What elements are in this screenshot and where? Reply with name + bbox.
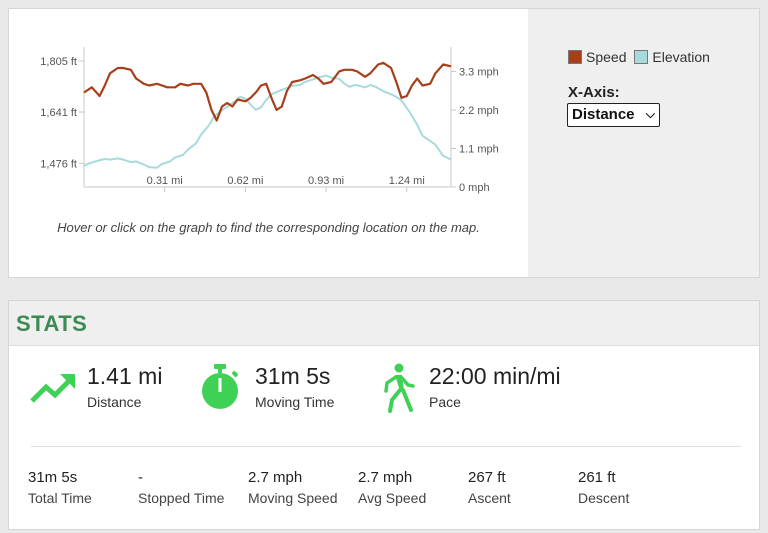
x-axis-select-value: Distance (572, 106, 635, 123)
legend-elevation-swatch (634, 50, 649, 64)
stat-descent-value: 261 ft (578, 469, 616, 486)
legend-speed-label: Speed (586, 49, 627, 65)
x-axis-select[interactable]: Distance ⌵ (567, 103, 660, 127)
stat-moving-speed-label: Moving Speed (248, 490, 338, 506)
right-tick-label: 0 mph (459, 182, 490, 194)
chart-legend: Speed Elevation (568, 49, 714, 65)
x-tick-label: 0.93 mi (308, 175, 344, 187)
right-tick-label: 2.2 mph (459, 105, 499, 117)
stat-descent-label: Descent (578, 490, 630, 506)
x-tick-label: 0.31 mi (147, 175, 183, 187)
stat-pace-value: 22:00 min/mi (429, 363, 561, 389)
stat-stopped-time-value: - (138, 469, 143, 486)
elevation-speed-chart-card: 1,805 ft 1,641 ft 1,476 ft 3.3 mph 2.2 mph 1.… (8, 8, 760, 278)
stat-moving-time: 31m 5s Moving Time (255, 363, 334, 410)
right-tick-label: 3.3 mph (459, 67, 499, 79)
chart-hint: Hover or click on the graph to find the … (57, 220, 480, 235)
stat-total-time-label: Total Time (28, 490, 92, 506)
stat-ascent-value: 267 ft (468, 469, 506, 486)
left-tick-label: 1,476 ft (40, 158, 77, 170)
stat-ascent-label: Ascent (468, 490, 511, 506)
stat-pace: 22:00 min/mi Pace (429, 363, 561, 410)
stats-card: STATS 1.41 mi Distance 31m 5s Moving Tim… (8, 300, 760, 530)
speed-series-line (83, 61, 452, 122)
stat-avg-speed: 2.7 mph Avg Speed (358, 469, 426, 506)
stats-header: STATS (9, 301, 759, 346)
trending-up-icon (30, 374, 75, 403)
stats-title: STATS (16, 311, 88, 336)
x-tick-label: 0.62 mi (227, 175, 263, 187)
left-tick-label: 1,805 ft (40, 56, 77, 68)
stat-avg-speed-value: 2.7 mph (358, 469, 413, 486)
x-tick-label: 1.24 mi (389, 175, 425, 187)
stat-total-time: 31m 5s Total Time (28, 469, 92, 506)
stat-stopped-time-label: Stopped Time (138, 490, 225, 506)
stat-avg-speed-label: Avg Speed (358, 490, 427, 506)
x-axis-select-label: X-Axis: (568, 84, 620, 101)
stat-distance-value: 1.41 mi (87, 363, 163, 389)
stopwatch-icon (202, 364, 239, 409)
left-tick-label: 1,641 ft (40, 107, 77, 119)
stat-moving-speed-value: 2.7 mph (248, 469, 303, 486)
stat-descent: 261 ft Descent (578, 469, 629, 506)
right-tick-label: 1.1 mph (459, 144, 499, 156)
stat-moving-time-value: 31m 5s (255, 363, 331, 389)
chevron-down-icon: ⌵ (645, 107, 655, 121)
stats-divider (31, 446, 741, 447)
chart-controls: Speed Elevation X-Axis: Distance ⌵ (528, 9, 759, 277)
stat-pace-label: Pace (429, 394, 461, 410)
walking-person-icon (384, 363, 415, 413)
stat-moving-time-label: Moving Time (255, 394, 335, 410)
stat-total-time-value: 31m 5s (28, 469, 78, 486)
stat-ascent: 267 ft Ascent (468, 469, 511, 506)
legend-elevation-label: Elevation (652, 49, 710, 65)
stat-distance: 1.41 mi Distance (87, 363, 162, 410)
legend-speed[interactable]: Speed (568, 49, 630, 65)
stat-stopped-time: - Stopped Time (138, 469, 224, 506)
elevation-speed-chart[interactable]: 1,805 ft 1,641 ft 1,476 ft 3.3 mph 2.2 mph 1.… (9, 9, 528, 278)
stat-distance-label: Distance (87, 394, 142, 410)
legend-elevation[interactable]: Elevation (634, 49, 710, 65)
elevation-series-line (83, 74, 452, 169)
stat-moving-speed: 2.7 mph Moving Speed (248, 469, 338, 506)
legend-speed-swatch (568, 50, 582, 64)
